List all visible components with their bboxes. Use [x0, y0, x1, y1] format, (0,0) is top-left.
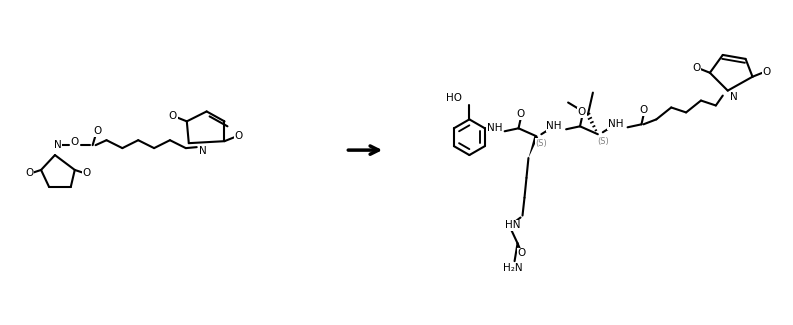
- Text: O: O: [82, 168, 90, 178]
- Text: N: N: [54, 140, 62, 150]
- Text: NH: NH: [546, 121, 562, 131]
- Text: O: O: [516, 110, 525, 119]
- Text: NH: NH: [487, 123, 503, 133]
- Text: O: O: [691, 63, 700, 73]
- Text: O: O: [94, 126, 102, 136]
- Text: O: O: [762, 67, 771, 77]
- Text: O: O: [25, 168, 33, 178]
- Text: HO: HO: [446, 93, 462, 103]
- Text: NH: NH: [608, 119, 623, 129]
- Text: HN: HN: [505, 220, 520, 230]
- Polygon shape: [528, 136, 538, 158]
- Text: (S): (S): [535, 139, 547, 148]
- Text: N: N: [199, 146, 206, 156]
- Text: O: O: [639, 105, 648, 115]
- Text: O: O: [234, 131, 243, 141]
- Text: O: O: [578, 108, 586, 117]
- Text: H₂N: H₂N: [503, 263, 523, 273]
- Text: O: O: [517, 248, 526, 258]
- Text: (S): (S): [597, 137, 609, 146]
- Text: O: O: [169, 111, 177, 122]
- Text: N: N: [730, 92, 737, 102]
- Text: O: O: [71, 137, 79, 147]
